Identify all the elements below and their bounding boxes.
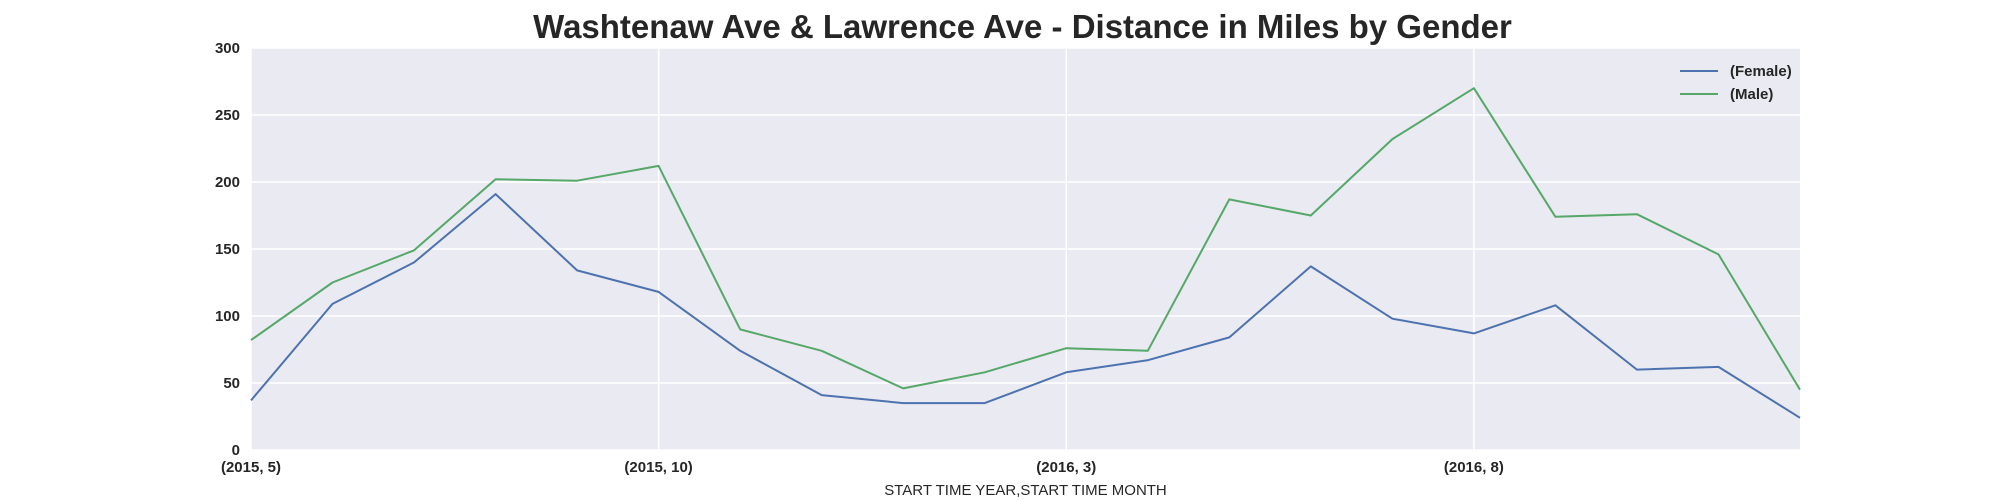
y-axis-ticks: 0 50 100 150 200 250 300 [215, 40, 240, 459]
x-tick-label: (2015, 5) [221, 459, 281, 476]
y-tick-label: 250 [215, 107, 240, 124]
x-axis-ticks: (2015, 5) (2015, 10) (2016, 3) (2016, 8) [221, 459, 1504, 476]
grid-lines [250, 47, 1800, 451]
x-axis-label: START TIME YEAR,START TIME MONTH [884, 482, 1167, 499]
y-tick-label: 50 [223, 375, 240, 392]
y-tick-label: 150 [215, 241, 240, 258]
series-line-1 [250, 87, 1801, 391]
legend-entry: (Female) [1730, 63, 1792, 80]
y-tick-label: 300 [215, 40, 240, 57]
series-lines [250, 87, 1801, 419]
legend-entry: (Male) [1730, 86, 1773, 103]
y-tick-label: 100 [215, 308, 240, 325]
x-tick-label: (2016, 8) [1444, 459, 1504, 476]
x-tick-label: (2016, 3) [1036, 459, 1096, 476]
series-line-0 [250, 193, 1801, 419]
y-tick-label: 0 [232, 442, 240, 459]
x-tick-label: (2015, 10) [624, 459, 692, 476]
chart-title: Washtenaw Ave & Lawrence Ave - Distance … [533, 8, 1512, 45]
y-tick-label: 200 [215, 174, 240, 191]
legend: (Female) (Male) [1680, 63, 1792, 103]
